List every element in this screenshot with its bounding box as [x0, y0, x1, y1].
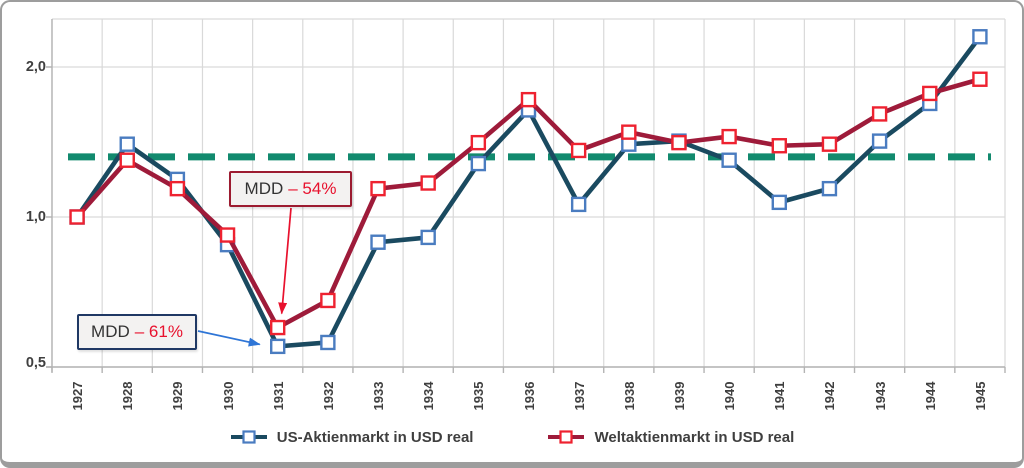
gridlines	[51, 18, 1006, 368]
annotation-prefix: MDD	[244, 179, 284, 198]
world-legend-marker-icon	[548, 430, 585, 444]
x-axis-label: 1942	[821, 381, 837, 411]
us-legend-marker-icon	[230, 430, 267, 444]
x-axis-label: 1928	[119, 381, 135, 411]
annotation-mdd-world: MDD – 54%	[229, 171, 352, 207]
x-axis-label: 1932	[320, 381, 336, 411]
x-axis-label: 1936	[521, 381, 536, 411]
legend-item-us: US-Aktienmarkt in USD real	[230, 428, 474, 446]
us-series-line	[69, 29, 988, 355]
chart-legend: US-Aktienmarkt in USD real Weltaktienmar…	[2, 423, 1022, 451]
legend-label-us: US-Aktienmarkt in USD real	[276, 428, 474, 446]
x-axis-label: 1931	[270, 381, 286, 411]
x-axis-label: 1939	[671, 381, 687, 411]
annotation-prefix: MDD	[91, 322, 130, 341]
x-axis-label: 1941	[771, 381, 787, 411]
arrow-to-world-1931	[278, 207, 292, 315]
x-axis-label: 1930	[220, 381, 236, 411]
axes	[46, 19, 1006, 373]
legend-item-world: Weltaktienmarkt in USD real	[547, 429, 794, 446]
x-axis-label: 1933	[370, 381, 386, 411]
y-axis-tick-label-1: 1,0	[25, 209, 46, 225]
x-axis-label: 1940	[721, 381, 737, 411]
world-series-line	[69, 71, 988, 336]
x-axis-label: 1927	[69, 381, 85, 411]
y-axis-tick-label-2: 2,0	[25, 59, 46, 75]
x-axis-label: 1935	[470, 381, 486, 411]
y-axis-tick-label-05: 0,5	[25, 355, 46, 371]
x-axis-label: 1943	[872, 381, 888, 411]
x-axis-label: 1944	[922, 381, 938, 411]
x-axis-label: 1937	[571, 381, 587, 411]
legend-label-world: Weltaktienmarkt in USD real	[594, 428, 795, 446]
annotation-mdd-us: MDD – 61%	[77, 314, 197, 350]
annotation-value: – 61%	[134, 322, 183, 341]
annotation-value: – 54%	[288, 179, 337, 198]
x-axis-label: 1934	[420, 381, 436, 411]
x-axis-label: 1938	[621, 381, 637, 411]
arrow-to-us-1931	[197, 330, 261, 347]
x-axis-label: 1945	[972, 381, 988, 411]
x-axis-label: 1929	[169, 381, 185, 411]
